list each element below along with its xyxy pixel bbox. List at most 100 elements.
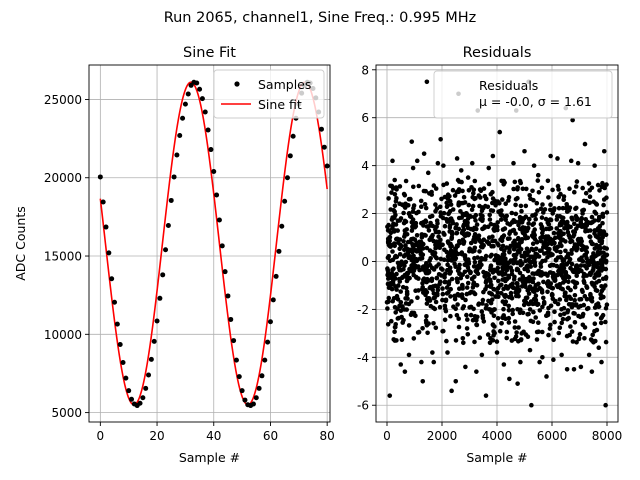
residual-point	[572, 293, 578, 298]
residual-point	[555, 183, 561, 189]
residual-point	[597, 188, 602, 193]
residual-point	[477, 335, 483, 341]
residual-point	[564, 262, 569, 267]
residual-point	[580, 322, 586, 328]
residuals-xtick-label: 0	[383, 429, 391, 443]
residual-point	[520, 230, 526, 236]
residuals-xtick-label: 4000	[482, 429, 513, 443]
residual-point	[468, 214, 474, 219]
residual-point	[460, 272, 466, 278]
residual-point	[418, 198, 424, 204]
residual-point	[601, 202, 606, 208]
residual-point	[426, 228, 432, 233]
residual-point	[512, 319, 518, 324]
residual-point	[472, 234, 477, 240]
residual-point	[401, 210, 406, 216]
sine-fit-xtick-label: 40	[206, 429, 221, 443]
residual-point	[461, 223, 466, 229]
residual-point	[464, 312, 469, 318]
residual-point	[579, 247, 585, 253]
residual-point	[559, 307, 564, 312]
residual-point	[537, 359, 542, 365]
residual-point	[496, 278, 501, 284]
sample-point	[168, 197, 174, 203]
residual-point	[472, 248, 477, 253]
residual-point	[524, 266, 530, 271]
residual-point	[409, 266, 415, 272]
residual-point	[526, 291, 532, 296]
residual-point	[512, 325, 518, 330]
residual-point	[556, 268, 561, 274]
residual-point	[386, 295, 392, 301]
residual-point	[592, 163, 597, 168]
residual-point	[561, 275, 566, 281]
residual-point	[481, 269, 486, 275]
residual-point	[523, 214, 529, 219]
residual-point	[592, 228, 598, 233]
residual-point	[513, 219, 518, 224]
sample-point	[151, 338, 157, 344]
residual-point	[569, 329, 575, 334]
residual-point	[393, 228, 398, 233]
residual-point	[563, 248, 568, 254]
residual-point	[501, 252, 507, 257]
residual-point	[401, 239, 406, 244]
residual-point	[397, 252, 403, 257]
residual-point	[447, 225, 453, 230]
residual-point	[441, 328, 446, 334]
residual-point	[491, 286, 496, 292]
residual-point	[430, 350, 435, 355]
residual-point	[533, 315, 538, 320]
residual-point	[557, 241, 563, 246]
sample-point	[205, 127, 211, 133]
residual-point	[510, 311, 515, 317]
residual-point	[515, 260, 520, 266]
residual-point	[401, 267, 406, 272]
residual-point	[572, 221, 577, 227]
residual-point	[515, 185, 520, 190]
residual-point	[604, 210, 610, 215]
residual-point	[598, 295, 604, 301]
residual-point	[434, 275, 440, 281]
residual-point	[457, 286, 462, 292]
sample-point	[216, 217, 222, 223]
residual-point	[500, 277, 506, 282]
residuals-ytick-label: 0	[361, 255, 369, 269]
residual-point	[501, 306, 506, 312]
residual-point	[593, 211, 599, 216]
residual-point	[496, 294, 501, 300]
residual-point	[446, 281, 452, 287]
residual-point	[507, 249, 512, 254]
residual-point	[603, 402, 608, 408]
residual-point	[450, 252, 456, 258]
residual-point	[581, 207, 587, 213]
residual-point	[569, 251, 574, 256]
residual-point	[455, 251, 461, 257]
residual-point	[552, 309, 557, 315]
residual-point	[433, 208, 438, 214]
residual-point	[459, 292, 465, 298]
residual-point	[460, 286, 465, 291]
sample-point	[146, 372, 152, 378]
residual-point	[567, 235, 573, 240]
residuals-title: Residuals	[463, 45, 532, 61]
residual-point	[410, 165, 416, 171]
residual-point	[411, 260, 416, 266]
residual-point	[419, 232, 425, 237]
residual-point	[604, 246, 609, 251]
residual-point	[434, 218, 440, 223]
residual-point	[590, 282, 595, 287]
residual-point	[540, 304, 545, 310]
residual-point	[485, 332, 491, 337]
residual-point	[464, 291, 470, 297]
residual-point	[511, 240, 516, 246]
residual-point	[558, 286, 564, 291]
residual-point	[403, 246, 409, 251]
sample-point	[137, 400, 143, 406]
residual-point	[431, 359, 437, 365]
residual-point	[425, 330, 430, 336]
residual-point	[487, 307, 493, 312]
residual-point	[559, 320, 564, 326]
residual-point	[456, 316, 462, 322]
residual-point	[556, 205, 562, 211]
